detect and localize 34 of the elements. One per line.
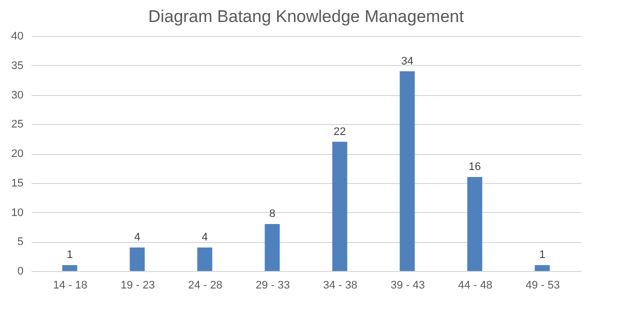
data-label: 4	[134, 232, 140, 244]
y-tick-label: 5	[17, 236, 24, 248]
chart-title: Diagram Batang Knowledge Management	[148, 7, 464, 26]
x-tick-label: 24 - 28	[188, 280, 222, 292]
data-label: 8	[269, 208, 276, 220]
bar	[467, 177, 482, 271]
bar	[197, 248, 212, 271]
x-tick-label: 19 - 23	[120, 280, 155, 292]
y-tick-label: 15	[11, 177, 24, 190]
y-tick-label: 10	[11, 206, 24, 219]
y-tick-label: 20	[11, 148, 24, 160]
x-tick-label: 49 - 53	[526, 280, 560, 292]
data-label: 16	[468, 161, 481, 173]
bar	[264, 224, 280, 271]
y-tick-label: 40	[11, 30, 24, 42]
x-tick-label: 39 - 43	[390, 280, 425, 292]
y-tick-label: 25	[11, 118, 24, 131]
y-tick-label: 0	[17, 266, 24, 278]
x-tick-label: 29 - 33	[256, 280, 290, 292]
data-label: 34	[401, 55, 414, 68]
bar	[130, 248, 145, 271]
x-tick-label: 14 - 18	[53, 280, 88, 292]
data-label: 22	[334, 126, 346, 138]
bar	[62, 265, 78, 271]
x-tick-label: 34 - 38	[323, 280, 358, 292]
y-tick-label: 30	[11, 89, 24, 102]
data-label: 1	[539, 249, 546, 262]
bar	[332, 142, 348, 271]
y-tick-label: 35	[11, 60, 24, 72]
data-label: 1	[66, 249, 73, 262]
x-tick-label: 44 - 48	[458, 280, 492, 292]
bar	[400, 71, 415, 271]
data-label: 4	[202, 232, 208, 244]
bar	[534, 265, 550, 271]
